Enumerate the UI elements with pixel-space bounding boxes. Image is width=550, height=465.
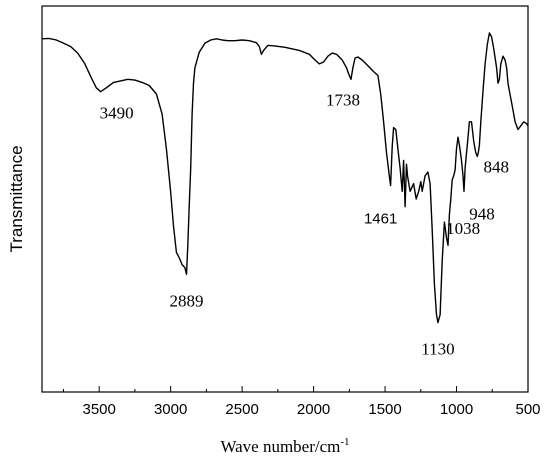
x-axis-tick-labels: 3500 3000 2500 2000 1500 1000 500 [82, 401, 540, 418]
peak-label-2889: 2889 [170, 291, 204, 310]
x-tick-label-3000: 3000 [154, 401, 187, 418]
x-axis-title-text: Wave number/cm [220, 437, 340, 456]
x-tick-label-2500: 2500 [225, 401, 258, 418]
x-tick-label-2000: 2000 [297, 401, 330, 418]
spectrum-line [41, 32, 529, 324]
peak-label-1130: 1130 [421, 340, 454, 359]
peak-label-948: 948 [469, 204, 495, 223]
x-axis-title: Wave number/cm-1 [220, 436, 349, 456]
peak-label-1461: 1461 [364, 210, 397, 227]
x-axis-ticks [62, 386, 529, 392]
x-tick-label-500: 500 [515, 401, 540, 418]
peak-label-848: 848 [484, 158, 510, 177]
x-tick-label-3500: 3500 [82, 401, 115, 418]
peak-label-1038: 1038 [446, 219, 480, 238]
plot-frame [41, 5, 529, 393]
y-axis-title: Transmittance [7, 145, 26, 252]
x-tick-label-1500: 1500 [368, 401, 401, 418]
peak-label-3490: 3490 [100, 104, 134, 123]
x-tick-label-1000: 1000 [440, 401, 473, 418]
x-axis-title-superscript: -1 [340, 436, 349, 448]
peak-label-1738: 1738 [326, 90, 360, 109]
